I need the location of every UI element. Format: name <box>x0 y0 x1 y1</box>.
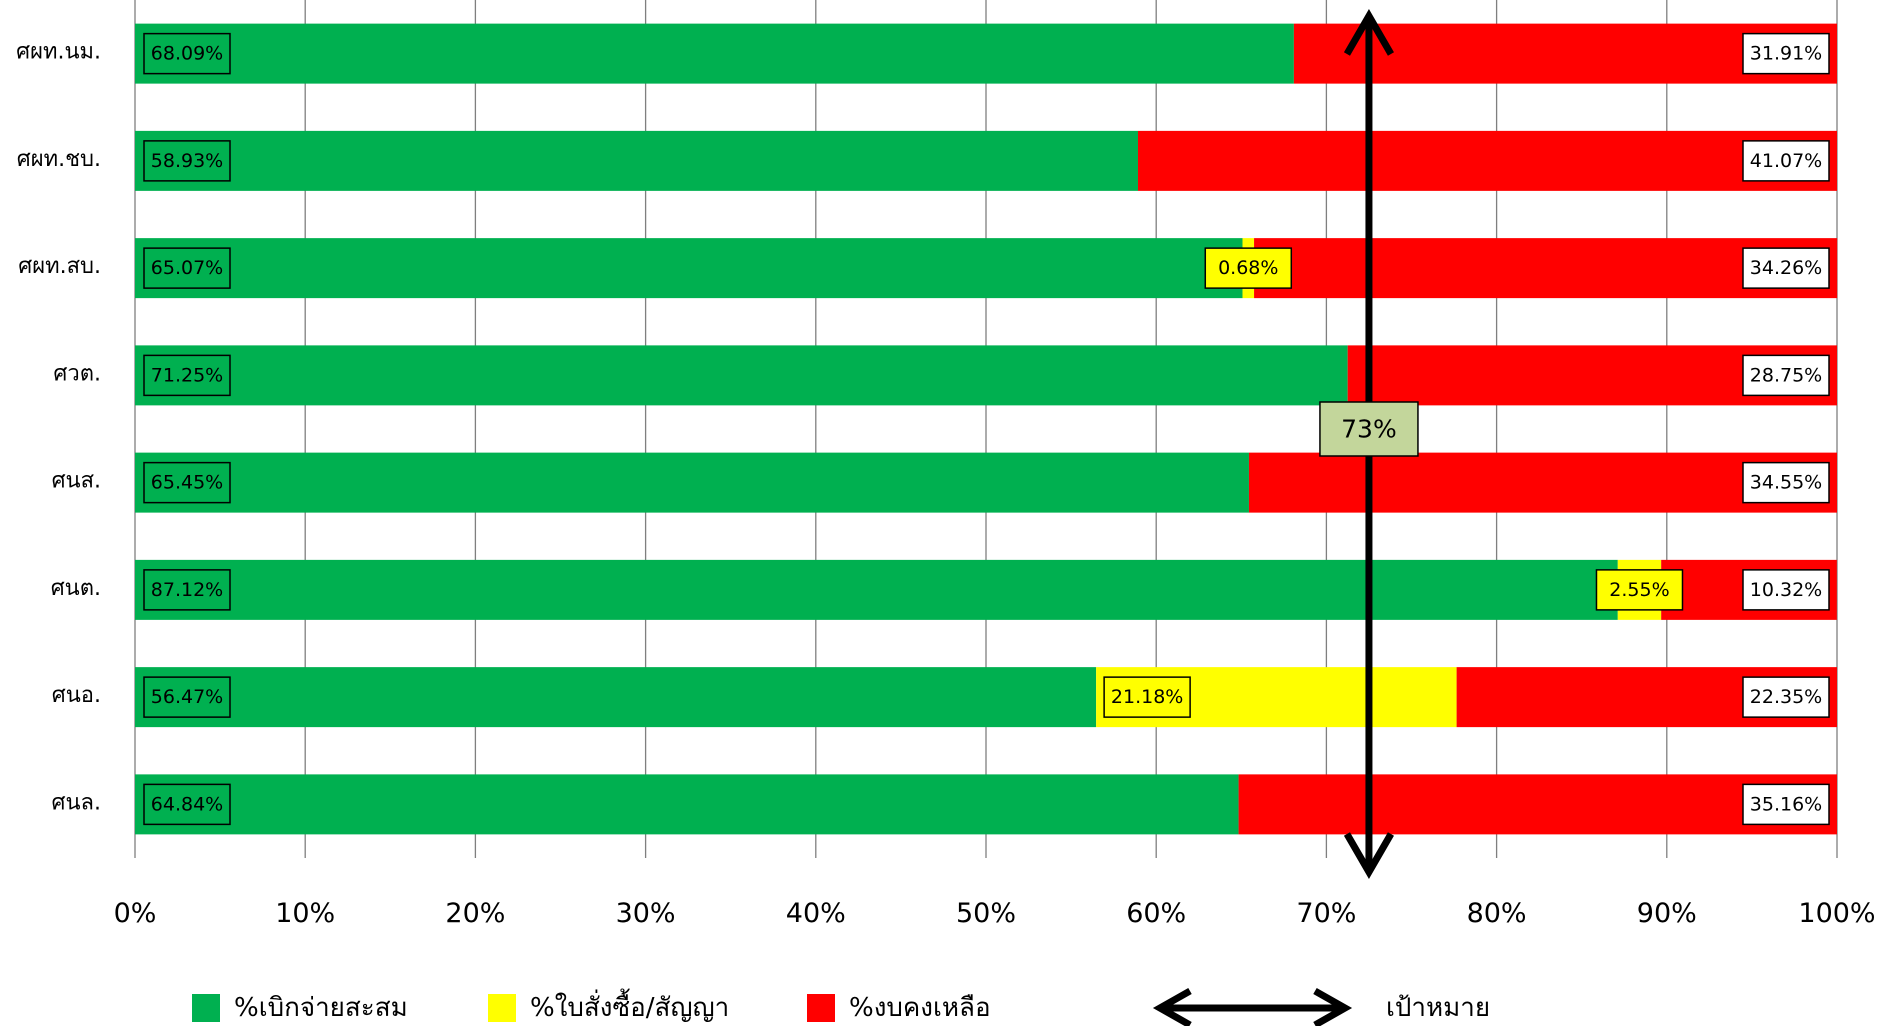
x-axis-tick-labels: 0% 10% 20% 30% 40% 50% 60% 70% 80% 90% 100% <box>114 898 1876 929</box>
data-label-box <box>1595 569 1684 611</box>
data-label: 87.12% <box>151 579 223 601</box>
data-label-box <box>1742 569 1830 611</box>
data-label: 10.32% <box>1750 579 1822 601</box>
bar-segment <box>135 559 1618 620</box>
data-label: 21.18% <box>1111 686 1183 708</box>
bar-segment <box>135 130 1138 191</box>
bar-segment <box>1238 774 1837 835</box>
legend-label: เป้าหมาย <box>1386 993 1490 1023</box>
data-label: 35.16% <box>1750 793 1822 815</box>
data-label-box <box>143 354 231 397</box>
target-label: 73% <box>1341 415 1397 444</box>
bar-series <box>135 23 1838 835</box>
category-label: ศนต. <box>51 576 101 601</box>
data-label-box <box>1742 461 1830 504</box>
data-label-box <box>1742 354 1830 397</box>
category-label: ศนล. <box>52 790 101 815</box>
data-labels: 68.09% 31.91% 58.93% 41.07% 65.07% 0.68% 34.26… <box>143 32 1830 826</box>
x-tick-label: 60% <box>1126 898 1186 929</box>
bar-segment <box>135 345 1348 406</box>
bar-segment <box>135 774 1239 835</box>
data-label-box <box>1742 247 1830 289</box>
data-label: 41.07% <box>1750 150 1822 172</box>
data-label-box <box>143 247 231 289</box>
x-tick-label: 70% <box>1296 898 1356 929</box>
x-gridlines <box>134 0 1838 858</box>
legend-target-arrow-left <box>1152 987 1192 1026</box>
data-label: 28.75% <box>1750 364 1822 386</box>
data-label: 31.91% <box>1750 43 1822 65</box>
data-label-box <box>143 783 231 826</box>
x-tick-label: 40% <box>786 898 846 929</box>
data-label-box <box>1742 140 1830 182</box>
x-tick-label: 90% <box>1637 898 1697 929</box>
category-label: ศผท.สบ. <box>18 254 101 279</box>
category-label: ศผท.นม. <box>16 40 101 65</box>
data-label: 65.07% <box>151 257 223 279</box>
data-label: 65.45% <box>151 472 223 494</box>
target-arrow-bottom <box>1343 832 1394 879</box>
x-tick-label: 100% <box>1798 898 1875 929</box>
data-label: 58.93% <box>151 150 223 172</box>
x-tick-label: 10% <box>275 898 335 929</box>
data-label: 34.55% <box>1750 472 1822 494</box>
data-label-box <box>143 461 231 504</box>
data-label: 64.84% <box>151 793 223 815</box>
target-label-box <box>1319 401 1419 457</box>
bar-segment <box>135 667 1097 728</box>
legend-label: %งบคงเหลือ <box>849 993 991 1023</box>
data-label-box <box>1742 676 1830 718</box>
data-label: 68.09% <box>151 43 223 65</box>
bar-segment <box>135 23 1294 84</box>
y-axis-labels: ศผท.นม. ศผท.ชบ. ศผท.สบ. ศวต. ศนส. ศนต. ศนอ. ศนล… <box>16 40 101 816</box>
data-label: 71.25% <box>151 364 223 386</box>
legend-target-arrow-right <box>1313 987 1353 1026</box>
legend-swatch <box>807 994 835 1022</box>
legend-swatch <box>488 994 516 1022</box>
bar-segment <box>1254 238 1838 299</box>
data-label-box <box>143 32 231 75</box>
x-tick-label: 20% <box>445 898 505 929</box>
data-label-box <box>143 676 231 718</box>
data-label-box <box>143 140 231 182</box>
legend-swatch <box>192 994 220 1022</box>
category-label: ศวต. <box>53 361 101 386</box>
legend: %เบิกจ่ายสะสม %ใบสั่งซื้อ/สัญญา %งบคงเหลือ… <box>192 987 1490 1026</box>
data-label: 34.26% <box>1750 257 1822 279</box>
legend-label: %ใบสั่งซื้อ/สัญญา <box>530 988 729 1023</box>
data-label: 22.35% <box>1750 686 1822 708</box>
data-label-box <box>143 569 231 611</box>
bar-segment <box>135 238 1243 299</box>
category-label: ศนส. <box>52 469 101 494</box>
bar-segment <box>1248 452 1837 513</box>
x-tick-label: 30% <box>616 898 676 929</box>
legend-label: %เบิกจ่ายสะสม <box>234 993 408 1023</box>
data-label-box <box>1204 247 1293 289</box>
target-arrow-top <box>1343 9 1394 56</box>
bar-segment <box>1137 130 1837 191</box>
data-label: 56.47% <box>151 686 223 708</box>
category-label: ศผท.ชบ. <box>17 147 101 172</box>
data-label: 0.68% <box>1218 257 1278 279</box>
data-label-box <box>1742 32 1830 75</box>
x-tick-label: 80% <box>1467 898 1527 929</box>
category-label: ศนอ. <box>52 683 101 708</box>
target-marker: 73% <box>1319 9 1419 879</box>
x-tick-label: 0% <box>114 898 157 929</box>
x-tick-label: 50% <box>956 898 1016 929</box>
data-label-box <box>1103 676 1191 718</box>
data-label: 2.55% <box>1609 579 1669 601</box>
bar-segment <box>135 452 1249 513</box>
data-label-box <box>1742 783 1830 826</box>
